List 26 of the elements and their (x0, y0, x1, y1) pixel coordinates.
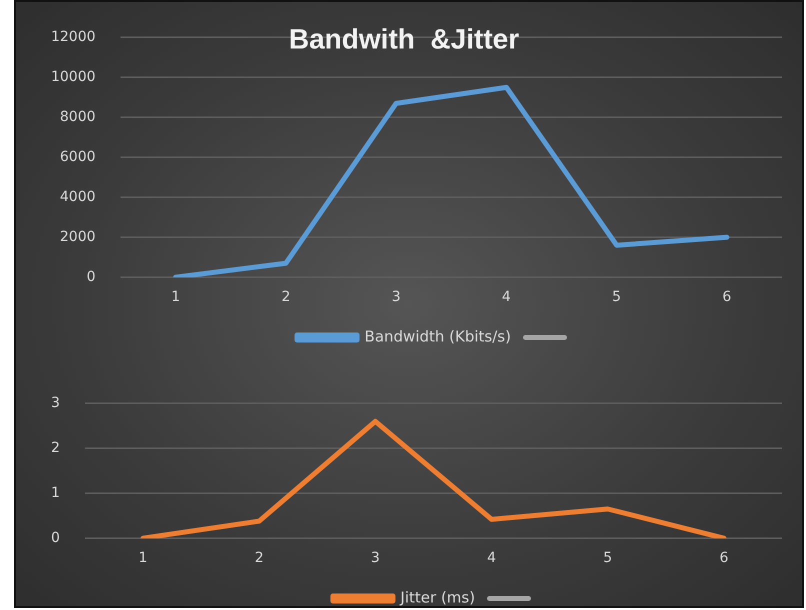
y-tick-label: 10000 (50, 69, 96, 86)
y-tick-label: 0 (86, 268, 96, 285)
x-tick-label: 1 (138, 550, 148, 566)
x-tick-label: 4 (487, 550, 496, 566)
y-tick-label: 1 (50, 484, 60, 501)
y-tick-label: 2 (50, 440, 60, 456)
y-tick-label: 2000 (60, 228, 96, 245)
x-tick-label: 3 (392, 289, 401, 306)
x-tick-label: 3 (370, 550, 380, 566)
y-tick-label: 8000 (60, 108, 96, 125)
y-tick-label: 4000 (60, 188, 96, 205)
x-tick-label: 5 (612, 289, 622, 306)
chart-title: Bandwith &Jitter (288, 23, 520, 54)
x-tick-label: 6 (719, 550, 728, 566)
x-tick-label: 1 (171, 289, 180, 306)
x-tick-label: 4 (502, 289, 511, 306)
x-tick-label: 2 (281, 289, 290, 306)
x-tick-label: 5 (603, 550, 612, 566)
x-tick-label: 6 (722, 289, 732, 306)
y-tick-label: 0 (50, 530, 60, 546)
x-tick-label: 2 (254, 550, 264, 566)
y-tick-label: 6000 (60, 148, 96, 165)
legend-label: Jitter (ms) (399, 588, 476, 606)
y-tick-label: 12000 (50, 29, 96, 46)
y-tick-label: 3 (50, 395, 60, 412)
legend-label: Bandwidth (Kbits/s) (364, 327, 511, 346)
